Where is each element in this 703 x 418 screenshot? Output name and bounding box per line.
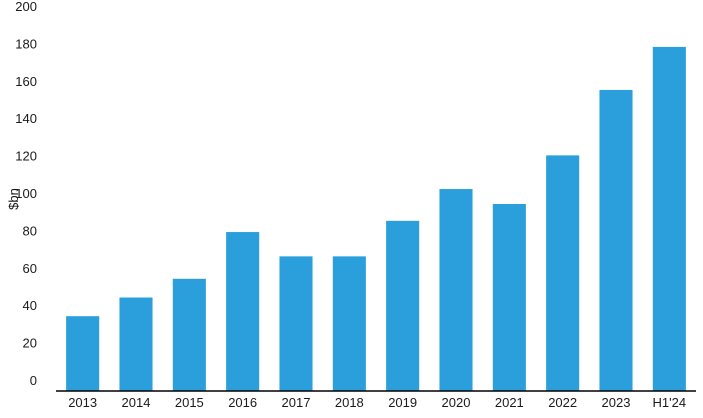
bar-2021 — [492, 204, 526, 391]
y-axis: 0 20 40 60 80 100 120 140 160 180 200 — [15, 0, 37, 388]
bar-2018 — [332, 256, 366, 391]
bar-2016 — [226, 232, 260, 391]
bar-2020 — [439, 189, 473, 391]
bar-2017 — [279, 256, 313, 391]
x-tick-label: 2020 — [442, 395, 471, 410]
x-tick-label: 2018 — [335, 395, 364, 410]
bar-h1-24 — [652, 46, 686, 392]
x-tick-label: 2014 — [122, 395, 151, 410]
x-tick-label: 2022 — [548, 395, 577, 410]
x-tick-label: 2019 — [388, 395, 417, 410]
y-tick-label: 100 — [15, 186, 37, 201]
bar-2023 — [599, 89, 633, 392]
bar-2013 — [66, 316, 100, 391]
x-tick-label: 2021 — [495, 395, 524, 410]
y-tick-label: 200 — [15, 0, 37, 14]
bars — [66, 46, 686, 392]
x-tick-label: 2013 — [68, 395, 97, 410]
y-tick-label: 40 — [23, 298, 37, 313]
y-tick-label: 180 — [15, 36, 37, 51]
x-axis: 2013 2014 2015 2016 2017 2018 2019 2020 2021 2022… — [68, 395, 686, 410]
y-tick-label: 160 — [15, 74, 37, 89]
y-tick-label: 140 — [15, 111, 37, 126]
bar-2022 — [546, 155, 580, 391]
y-tick-label: 80 — [23, 223, 37, 238]
y-tick-label: 0 — [30, 373, 37, 388]
y-tick-label: 120 — [15, 149, 37, 164]
x-tick-label: 2015 — [175, 395, 204, 410]
x-tick-label: 2017 — [282, 395, 311, 410]
x-tick-label: 2023 — [602, 395, 631, 410]
x-tick-label: H1'24 — [653, 395, 687, 410]
y-tick-label: 60 — [23, 261, 37, 276]
bar-2015 — [172, 278, 206, 391]
y-tick-label: 20 — [23, 336, 37, 351]
y-axis-title: $bn — [6, 188, 21, 210]
bar-2014 — [119, 297, 153, 391]
bar-2019 — [386, 220, 420, 391]
x-tick-label: 2016 — [228, 395, 257, 410]
